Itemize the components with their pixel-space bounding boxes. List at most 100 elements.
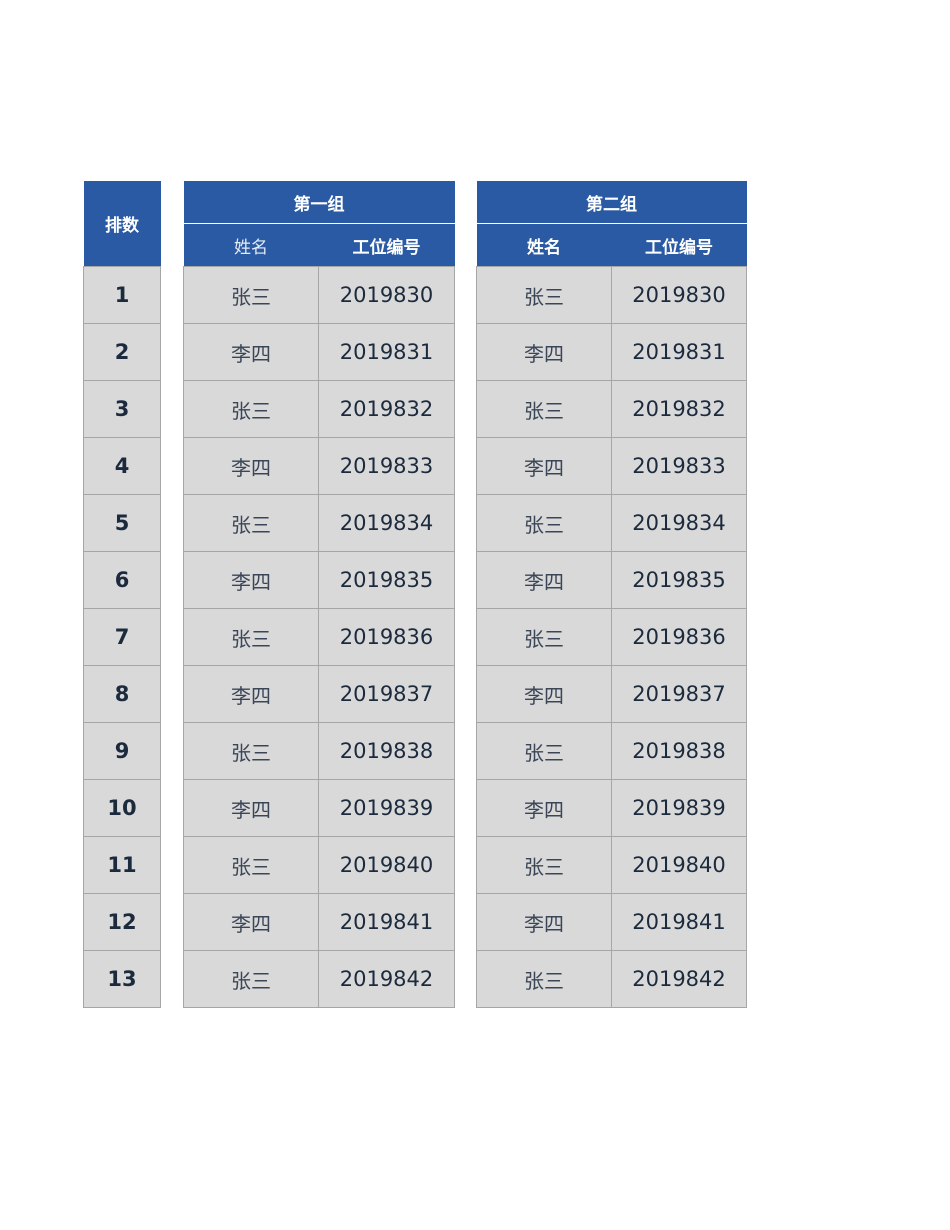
table-row: 11 — [83, 836, 161, 894]
name-cell: 李四 — [476, 779, 612, 837]
id-cell: 2019841 — [318, 893, 455, 951]
table-row: 8 — [83, 665, 161, 723]
table-row: 6 — [83, 551, 161, 609]
table-row: 3 — [83, 380, 161, 438]
rank-cell: 10 — [83, 779, 161, 837]
name-cell: 张三 — [183, 494, 319, 552]
name-cell: 张三 — [183, 836, 319, 894]
name-cell: 李四 — [183, 779, 319, 837]
rank-cell: 2 — [83, 323, 161, 381]
table-row: 张三 2019830 — [183, 266, 455, 324]
name-cell: 张三 — [183, 266, 319, 324]
table-row: 李四 2019839 — [183, 779, 455, 837]
name-cell: 李四 — [183, 551, 319, 609]
id-cell: 2019835 — [611, 551, 747, 609]
column-header-name: 姓名 — [183, 223, 319, 267]
table-row: 张三 2019832 — [476, 380, 747, 438]
table-row: 李四 2019835 — [476, 551, 747, 609]
column-header-id: 工位编号 — [611, 223, 747, 267]
table-row: 张三 2019832 — [183, 380, 455, 438]
table-row: 张三 2019838 — [183, 722, 455, 780]
table-row: 张三 2019834 — [476, 494, 747, 552]
table-row: 10 — [83, 779, 161, 837]
rank-cell: 8 — [83, 665, 161, 723]
id-cell: 2019838 — [318, 722, 455, 780]
id-cell: 2019834 — [318, 494, 455, 552]
id-cell: 2019832 — [318, 380, 455, 438]
group-2-table: 第二组 姓名 工位编号 张三 2019830 李四 2019831 张三 2019832 李四… — [476, 181, 747, 1008]
id-cell: 2019840 — [611, 836, 747, 894]
rank-cell: 6 — [83, 551, 161, 609]
name-cell: 李四 — [476, 665, 612, 723]
table-row: 李四 2019839 — [476, 779, 747, 837]
table-row: 李四 2019833 — [476, 437, 747, 495]
table-row: 张三 2019836 — [476, 608, 747, 666]
table-row: 李四 2019831 — [476, 323, 747, 381]
id-cell: 2019833 — [318, 437, 455, 495]
group-title: 第二组 — [476, 181, 747, 224]
id-cell: 2019839 — [611, 779, 747, 837]
name-cell: 李四 — [183, 893, 319, 951]
rank-cell: 4 — [83, 437, 161, 495]
name-cell: 张三 — [476, 494, 612, 552]
rank-cell: 7 — [83, 608, 161, 666]
table-row: 李四 2019837 — [183, 665, 455, 723]
id-cell: 2019836 — [318, 608, 455, 666]
table-row: 李四 2019833 — [183, 437, 455, 495]
rank-table: 排数 1 2 3 4 5 6 7 8 9 10 11 12 13 — [83, 181, 161, 1008]
table-row: 张三 2019842 — [476, 950, 747, 1008]
rank-cell: 9 — [83, 722, 161, 780]
rank-cell: 3 — [83, 380, 161, 438]
column-header-name: 姓名 — [476, 223, 612, 267]
id-cell: 2019839 — [318, 779, 455, 837]
table-row: 张三 2019840 — [183, 836, 455, 894]
rank-cell: 11 — [83, 836, 161, 894]
table-row: 李四 2019831 — [183, 323, 455, 381]
table-row: 9 — [83, 722, 161, 780]
group-title: 第一组 — [183, 181, 455, 224]
table-row: 张三 2019840 — [476, 836, 747, 894]
table-row: 李四 2019841 — [476, 893, 747, 951]
table-row: 张三 2019842 — [183, 950, 455, 1008]
id-cell: 2019840 — [318, 836, 455, 894]
id-cell: 2019835 — [318, 551, 455, 609]
table-row: 7 — [83, 608, 161, 666]
name-cell: 张三 — [476, 608, 612, 666]
id-cell: 2019831 — [318, 323, 455, 381]
rank-cell: 12 — [83, 893, 161, 951]
id-cell: 2019830 — [611, 266, 747, 324]
table-row: 4 — [83, 437, 161, 495]
name-cell: 李四 — [183, 665, 319, 723]
name-cell: 李四 — [476, 437, 612, 495]
table-row: 12 — [83, 893, 161, 951]
id-cell: 2019836 — [611, 608, 747, 666]
id-cell: 2019830 — [318, 266, 455, 324]
name-cell: 李四 — [476, 893, 612, 951]
name-cell: 李四 — [183, 437, 319, 495]
column-header-id: 工位编号 — [318, 223, 455, 267]
rank-cell: 13 — [83, 950, 161, 1008]
table-row: 2 — [83, 323, 161, 381]
rank-cell: 5 — [83, 494, 161, 552]
name-cell: 张三 — [476, 836, 612, 894]
name-cell: 张三 — [476, 722, 612, 780]
id-cell: 2019832 — [611, 380, 747, 438]
table-row: 李四 2019835 — [183, 551, 455, 609]
id-cell: 2019833 — [611, 437, 747, 495]
table-row: 张三 2019830 — [476, 266, 747, 324]
name-cell: 张三 — [476, 266, 612, 324]
id-cell: 2019834 — [611, 494, 747, 552]
id-cell: 2019842 — [318, 950, 455, 1008]
name-cell: 张三 — [476, 950, 612, 1008]
name-cell: 张三 — [476, 380, 612, 438]
name-cell: 李四 — [476, 323, 612, 381]
rank-header: 排数 — [83, 181, 161, 267]
rank-cell: 1 — [83, 266, 161, 324]
table-row: 张三 2019838 — [476, 722, 747, 780]
id-cell: 2019831 — [611, 323, 747, 381]
id-cell: 2019841 — [611, 893, 747, 951]
table-row: 1 — [83, 266, 161, 324]
id-cell: 2019838 — [611, 722, 747, 780]
id-cell: 2019837 — [318, 665, 455, 723]
table-row: 张三 2019834 — [183, 494, 455, 552]
